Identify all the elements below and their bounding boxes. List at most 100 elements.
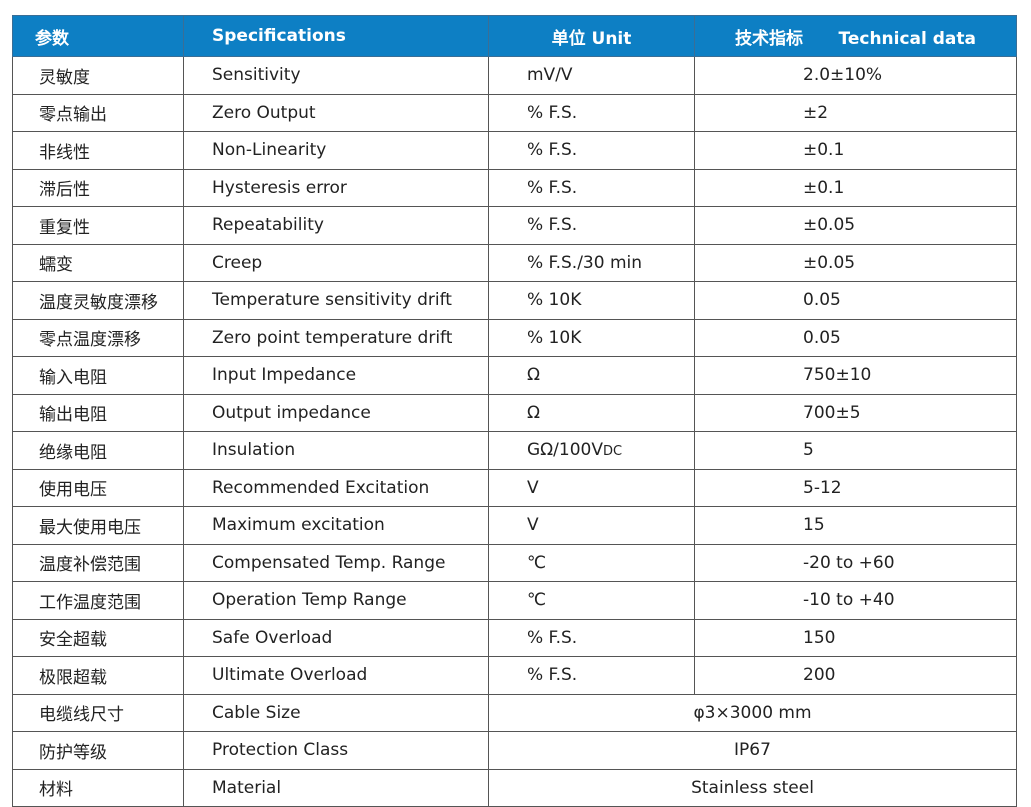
table-row: 防护等级 Protection Class IP67 [12, 731, 1017, 770]
unit-cell: Ω [488, 393, 695, 432]
table-row: 温度灵敏度漂移 Temperature sensitivity drift % 10… [12, 281, 1017, 320]
spec-en-cell: Compensated Temp. Range [183, 543, 489, 582]
unit-cell: % F.S. [488, 93, 695, 132]
spec-en-cell: Zero point temperature drift [183, 318, 489, 357]
param-cn-cell: 工作温度范围 [12, 581, 184, 620]
spec-en-cell: Hysteresis error [183, 168, 489, 207]
unit-cell: V [488, 506, 695, 545]
param-cn-cell: 温度补偿范围 [12, 543, 184, 582]
param-cn-cell: 防护等级 [12, 731, 184, 770]
param-cn-cell: 使用电压 [12, 468, 184, 507]
unit-text: Ω [527, 365, 540, 386]
param-cn-cell: 零点温度漂移 [12, 318, 184, 357]
unit-text: % F.S. [527, 177, 578, 198]
value-cell: 5-12 [694, 468, 1017, 507]
header-unit: 单位 Unit [488, 15, 695, 57]
param-cn-cell: 蠕变 [12, 243, 184, 282]
unit-subscript: DC [602, 444, 623, 460]
merged-value-cell: φ3×3000 mm [488, 693, 1017, 732]
table-row: 输入电阻 Input Impedance Ω 750±10 [12, 356, 1017, 395]
unit-text: V [527, 477, 539, 498]
header-value: 技术指标 Technical data [694, 15, 1017, 57]
unit-text: mV/V [527, 65, 573, 86]
unit-cell: % 10K [488, 318, 695, 357]
unit-text: % 10K [527, 327, 582, 348]
value-cell: 700±5 [694, 393, 1017, 432]
spec-en-cell: Temperature sensitivity drift [183, 281, 489, 320]
unit-cell: V [488, 468, 695, 507]
table-row: 安全超载 Safe Overload % F.S. 150 [12, 618, 1017, 657]
unit-text: % F.S. [527, 665, 578, 686]
value-cell: 0.05 [694, 318, 1017, 357]
header-row: 参数 Specifications 单位 Unit 技术指标 Technical… [12, 15, 1017, 57]
param-cn-cell: 温度灵敏度漂移 [12, 281, 184, 320]
param-cn-cell: 最大使用电压 [12, 506, 184, 545]
table-row: 零点输出 Zero Output % F.S. ±2 [12, 93, 1017, 132]
unit-text: % F.S. [527, 102, 578, 123]
unit-cell: Ω [488, 356, 695, 395]
table-row: 零点温度漂移 Zero point temperature drift % 10K 0… [12, 318, 1017, 357]
merged-value-cell: IP67 [488, 731, 1017, 770]
table-row: 蠕变 Creep % F.S./30 min ±0.05 [12, 243, 1017, 282]
unit-cell: GΩ/100VDC [488, 431, 695, 470]
param-cn-cell: 零点输出 [12, 93, 184, 132]
table-row: 最大使用电压 Maximum excitation V 15 [12, 506, 1017, 545]
table-row: 工作温度范围 Operation Temp Range ℃ -10 to +40 [12, 581, 1017, 620]
spec-en-cell: Cable Size [183, 693, 489, 732]
value-cell: -10 to +40 [694, 581, 1017, 620]
spec-en-cell: Safe Overload [183, 618, 489, 657]
spec-en-cell: Ultimate Overload [183, 656, 489, 695]
param-cn-cell: 极限超载 [12, 656, 184, 695]
unit-text: Ω [527, 402, 540, 423]
table-row: 滞后性 Hysteresis error % F.S. ±0.1 [12, 168, 1017, 207]
unit-text: ℃ [527, 552, 547, 573]
table-row: 非线性 Non-Linearity % F.S. ±0.1 [12, 131, 1017, 170]
unit-cell: % F.S. [488, 206, 695, 245]
unit-text: % F.S. [527, 215, 578, 236]
value-cell: 5 [694, 431, 1017, 470]
spec-en-cell: Material [183, 768, 489, 807]
param-cn-cell: 滞后性 [12, 168, 184, 207]
table-row: 输出电阻 Output impedance Ω 700±5 [12, 393, 1017, 432]
value-cell: 750±10 [694, 356, 1017, 395]
table-row: 重复性 Repeatability % F.S. ±0.05 [12, 206, 1017, 245]
spec-en-cell: Sensitivity [183, 56, 489, 95]
param-cn-cell: 重复性 [12, 206, 184, 245]
table-row: 电缆线尺寸 Cable Size φ3×3000 mm [12, 693, 1017, 732]
table-row: 绝缘电阻 Insulation GΩ/100VDC 5 [12, 431, 1017, 470]
unit-cell: % F.S. [488, 618, 695, 657]
table-body: 灵敏度 Sensitivity mV/V 2.0±10% 零点输出 Zero Output… [12, 56, 1017, 807]
value-cell: 15 [694, 506, 1017, 545]
value-cell: ±0.1 [694, 168, 1017, 207]
spec-table: 参数 Specifications 单位 Unit 技术指标 Technical… [12, 15, 1017, 807]
unit-text: % F.S./30 min [527, 252, 643, 273]
unit-cell: % 10K [488, 281, 695, 320]
unit-text: % 10K [527, 290, 582, 311]
unit-text: % F.S. [527, 627, 578, 648]
merged-value-cell: Stainless steel [488, 768, 1017, 807]
spec-en-cell: Maximum excitation [183, 506, 489, 545]
unit-cell: % F.S./30 min [488, 243, 695, 282]
param-cn-cell: 输入电阻 [12, 356, 184, 395]
spec-en-cell: Recommended Excitation [183, 468, 489, 507]
value-cell: ±0.05 [694, 206, 1017, 245]
unit-cell: % F.S. [488, 656, 695, 695]
value-cell: -20 to +60 [694, 543, 1017, 582]
spec-en-cell: Input Impedance [183, 356, 489, 395]
param-cn-cell: 灵敏度 [12, 56, 184, 95]
param-cn-cell: 输出电阻 [12, 393, 184, 432]
spec-en-cell: Repeatability [183, 206, 489, 245]
unit-cell: % F.S. [488, 168, 695, 207]
spec-en-cell: Non-Linearity [183, 131, 489, 170]
table-row: 灵敏度 Sensitivity mV/V 2.0±10% [12, 56, 1017, 95]
table-row: 使用电压 Recommended Excitation V 5-12 [12, 468, 1017, 507]
spec-en-cell: Protection Class [183, 731, 489, 770]
value-cell: 2.0±10% [694, 56, 1017, 95]
unit-text: GΩ/100V [527, 440, 603, 461]
param-cn-cell: 绝缘电阻 [12, 431, 184, 470]
spec-en-cell: Operation Temp Range [183, 581, 489, 620]
unit-cell: mV/V [488, 56, 695, 95]
header-spec: Specifications [183, 15, 489, 57]
unit-cell: ℃ [488, 543, 695, 582]
unit-text: ℃ [527, 590, 547, 611]
